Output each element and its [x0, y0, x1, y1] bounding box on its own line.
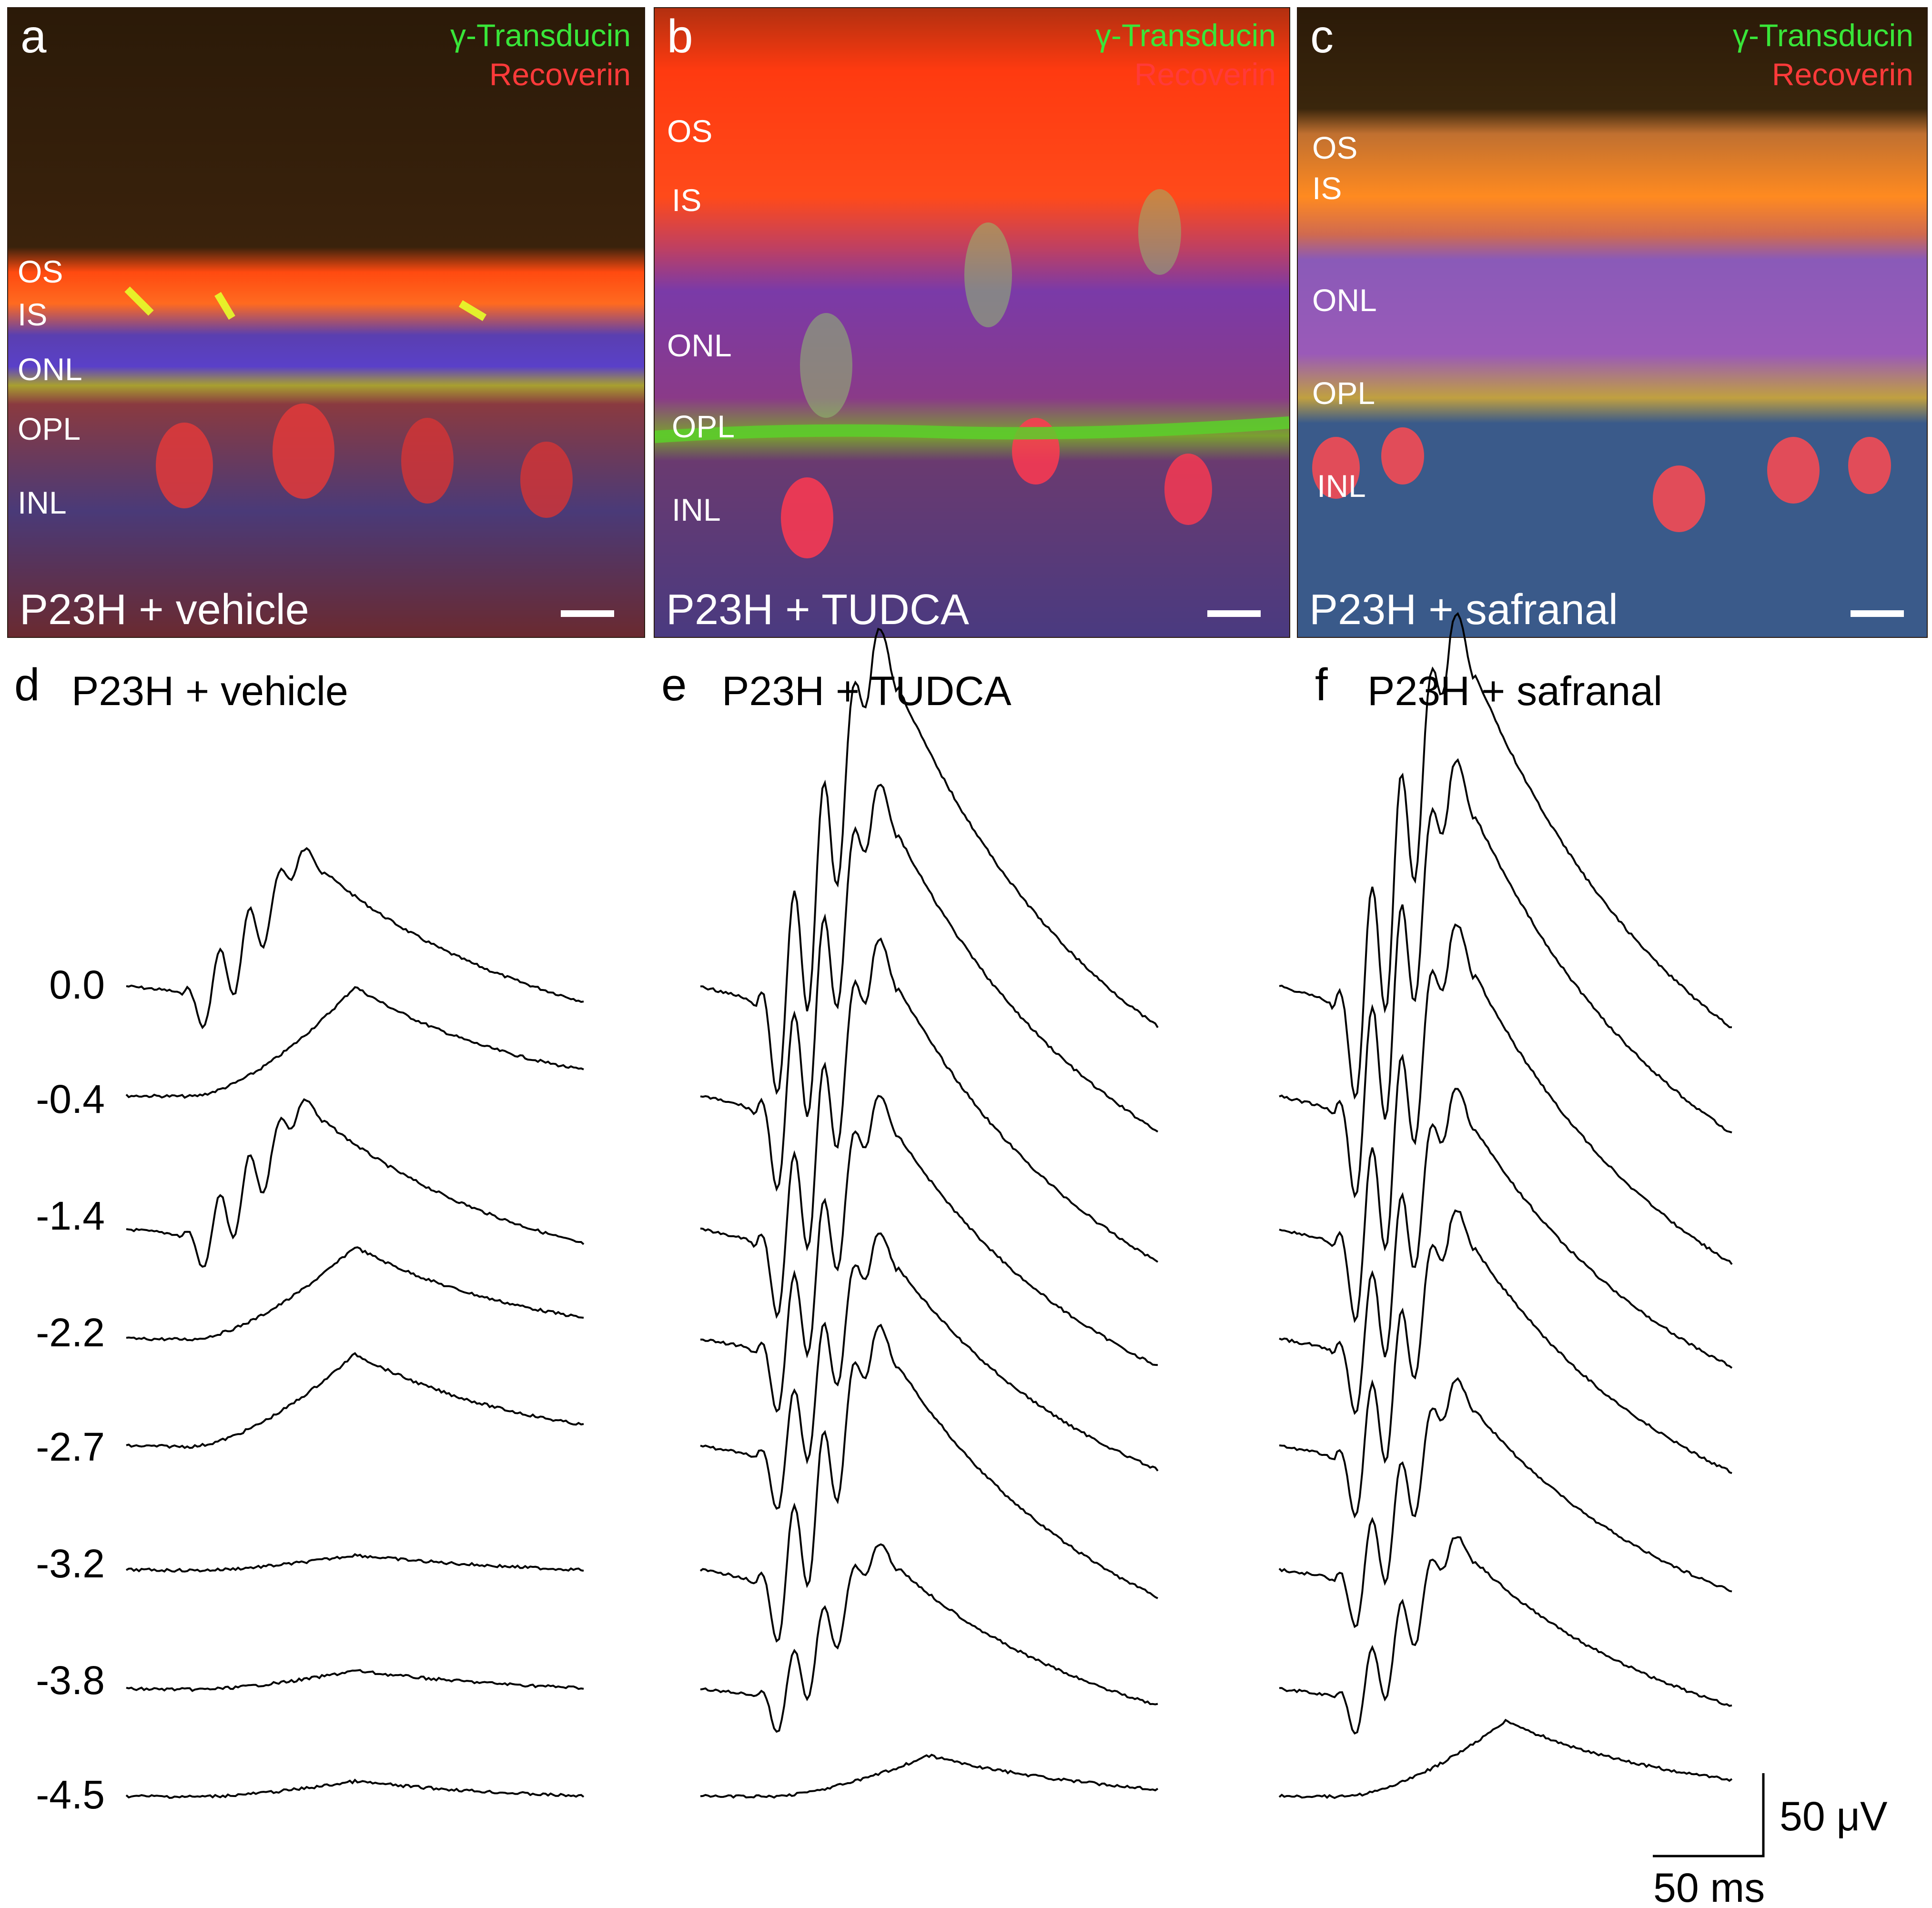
micrograph-b-image [655, 8, 1289, 637]
layer-label-os: OS [1312, 130, 1358, 165]
micrograph-c: c γ-Transducin Recoverin OS IS ONL OPL I… [1297, 7, 1928, 638]
micrograph-a: a γ-Transducin Recoverin OS IS ONL OPL I… [7, 7, 645, 638]
layer-label-os: OS [18, 254, 63, 289]
layer-label-opl: OPL [1312, 375, 1376, 411]
stain-label-recoverin: Recoverin [1771, 57, 1913, 92]
intensity-label: -3.8 [36, 1658, 105, 1703]
panel-letter-f: f [1315, 659, 1328, 710]
layer-label-onl: ONL [18, 352, 82, 387]
condition-label-a: P23H + vehicle [20, 586, 309, 634]
panel-letter-d: d [14, 659, 40, 710]
layer-label-is: IS [18, 297, 48, 332]
scale-label-amplitude: 50 μV [1780, 1794, 1888, 1839]
intensity-label: -2.2 [36, 1310, 105, 1355]
scale-bar-c [1851, 610, 1904, 617]
stain-label-transducin: γ-Transducin [1095, 18, 1276, 53]
erg-trace [700, 1095, 1158, 1413]
erg-trace [700, 627, 1159, 1095]
erg-trace [1278, 1377, 1732, 1628]
erg-trace [125, 1778, 585, 1799]
erg-trace [1279, 923, 1733, 1323]
stain-label-recoverin: Recoverin [1134, 57, 1276, 92]
panel-letter-b: b [667, 10, 693, 62]
panel-letter-a: a [20, 10, 47, 62]
layer-label-inl: INL [1317, 468, 1366, 504]
layer-label-opl: OPL [672, 409, 735, 444]
erg-trace [700, 937, 1159, 1319]
intensity-label: -3.2 [36, 1541, 105, 1586]
erg-trace [700, 1543, 1158, 1733]
intensity-label: -2.7 [36, 1424, 105, 1469]
erg-trace [1279, 758, 1732, 1199]
intensity-label: -1.4 [36, 1193, 105, 1238]
erg-title-d: P23H + vehicle [71, 668, 348, 714]
erg-trace [700, 784, 1159, 1192]
erg-scale-bar [1653, 1773, 1765, 1858]
erg-trace [126, 1098, 585, 1268]
intensity-label: 0.0 [49, 962, 105, 1007]
scale-bar-a [561, 610, 614, 617]
layer-label-onl: ONL [1312, 283, 1377, 318]
condition-label-c: P23H + safranal [1309, 586, 1618, 634]
erg-trace [1279, 612, 1732, 1100]
erg-trace [699, 1323, 1158, 1643]
condition-label-b: P23H + TUDCA [666, 586, 970, 634]
layer-label-is: IS [1312, 171, 1342, 206]
erg-trace [1279, 1088, 1733, 1415]
stain-label-transducin: γ-Transducin [450, 18, 631, 53]
erg-trace [125, 986, 584, 1099]
erg-trace [126, 1352, 584, 1449]
micrograph-a-image [8, 8, 644, 637]
panel-letter-e: e [661, 659, 687, 710]
panel-letter-c: c [1310, 10, 1334, 62]
scale-label-time: 50 ms [1653, 1865, 1765, 1908]
stain-label-recoverin: Recoverin [489, 57, 631, 92]
erg-trace [126, 847, 584, 1030]
erg-trace [1279, 1536, 1732, 1735]
scale-bar-b [1207, 610, 1261, 617]
erg-title-f: P23H + safranal [1367, 668, 1663, 714]
layer-label-onl: ONL [667, 328, 732, 363]
erg-trace [700, 1232, 1159, 1510]
layer-label-inl: INL [672, 492, 721, 527]
micrograph-b: b γ-Transducin Recoverin OS IS ONL OPL I… [654, 7, 1290, 638]
layer-label-opl: OPL [18, 411, 81, 446]
layer-label-inl: INL [18, 485, 67, 520]
erg-trace [126, 1669, 584, 1692]
erg-trace [126, 1246, 584, 1342]
erg-trace [126, 1553, 584, 1573]
intensity-label: -4.5 [36, 1772, 105, 1817]
layer-label-os: OS [667, 113, 713, 149]
intensity-label: -0.4 [36, 1077, 105, 1121]
layer-label-is: IS [672, 182, 702, 218]
erg-trace [1278, 1718, 1733, 1799]
micrograph-c-image [1298, 8, 1927, 637]
stain-label-transducin: γ-Transducin [1732, 18, 1913, 53]
erg-trace [1279, 1209, 1732, 1519]
erg-trace [700, 1754, 1159, 1799]
